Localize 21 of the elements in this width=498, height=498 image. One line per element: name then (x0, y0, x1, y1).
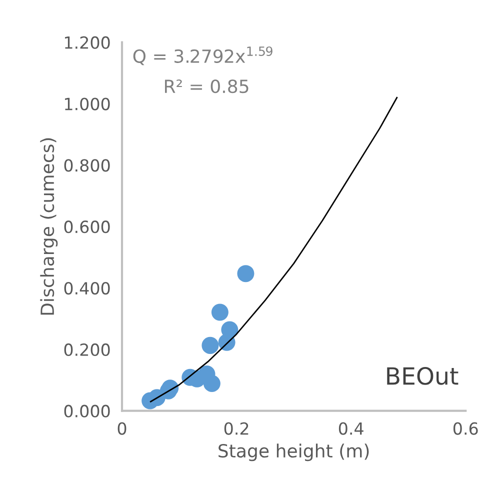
y-tick-label: 0.800 (64, 159, 110, 172)
y-tick-label: 0.000 (64, 404, 110, 418)
x-axis-title: Stage height (m) (218, 444, 369, 462)
x-tick-label: 0.2 (224, 422, 248, 435)
y-tick-label: 0.600 (64, 220, 110, 234)
annotation: R² = 0.85 (165, 80, 248, 94)
point (203, 375, 220, 392)
point (221, 321, 238, 338)
annotation: Q = 3.2792x$^{1.59}$ (133, 46, 272, 66)
x-tick-label: 0 (118, 422, 126, 435)
annotation: BEOut (387, 367, 458, 385)
x-tick-label: 0.4 (338, 422, 364, 435)
y-tick-label: 1.200 (65, 36, 110, 49)
point (237, 265, 254, 282)
x-tick-label: 0.6 (453, 422, 478, 435)
y-tick-label: 0.200 (64, 343, 110, 356)
point (211, 304, 228, 321)
point (202, 336, 219, 354)
y-tick-label: 0.400 (64, 282, 110, 295)
y-tick-label: 1.000 (65, 98, 110, 110)
y-axis-title: Discharge (cumecs) (40, 138, 58, 315)
